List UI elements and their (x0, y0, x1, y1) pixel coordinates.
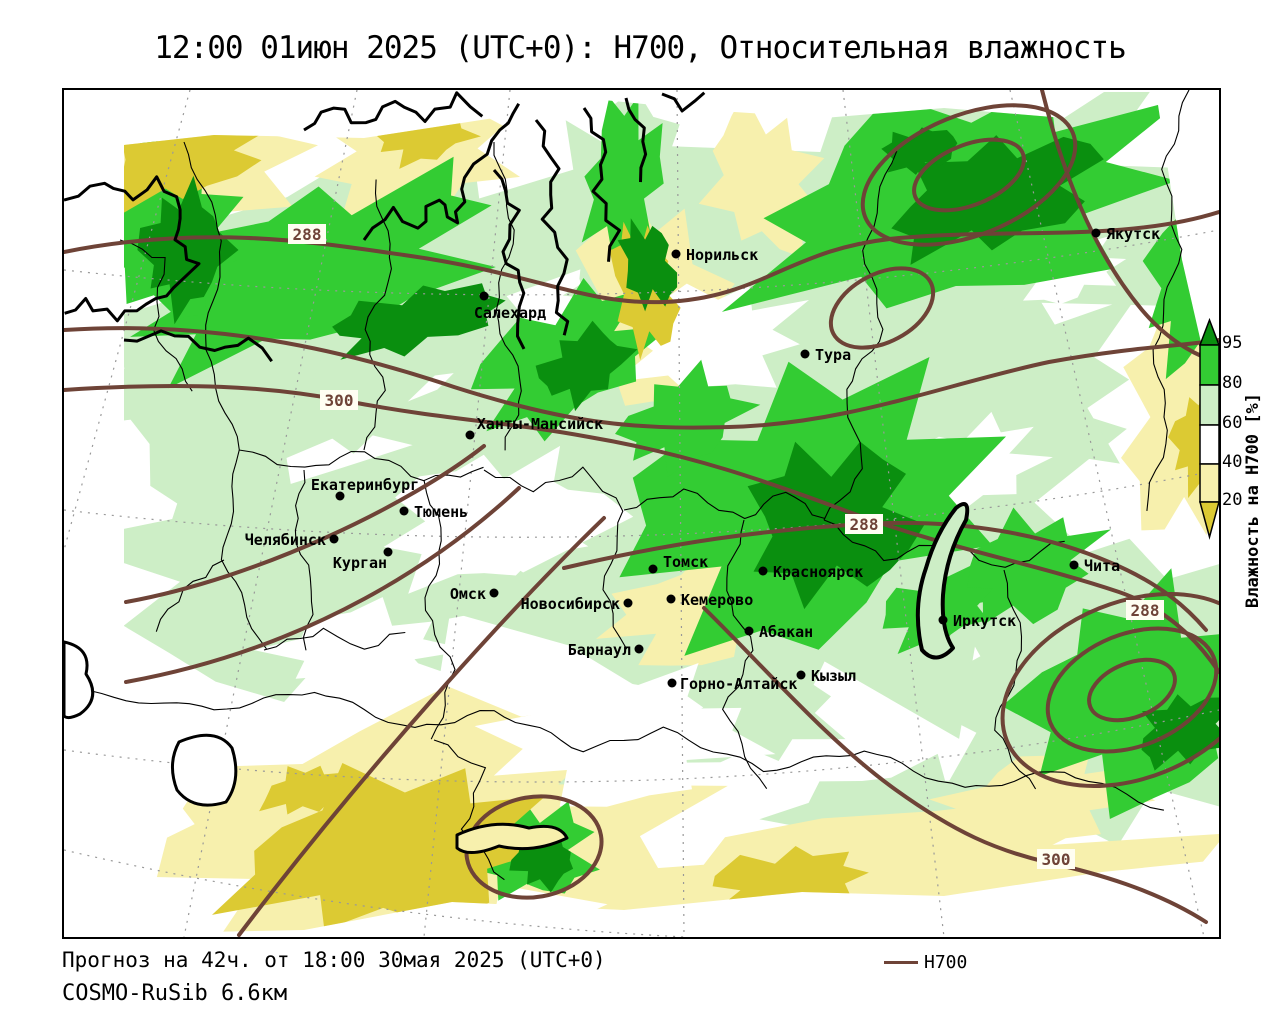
colorbar-tick: 80 (1222, 373, 1243, 393)
city-marker (758, 566, 768, 576)
city-marker (648, 564, 658, 574)
colorbar-title: Влажность на H700 [%] (1243, 393, 1263, 608)
colorbar-tick: 60 (1222, 413, 1243, 433)
city-marker (666, 594, 676, 604)
contour-label: 300 (1042, 850, 1071, 869)
city-label: Красноярск (773, 563, 863, 581)
city-marker (383, 547, 393, 557)
city-label: Абакан (759, 623, 813, 641)
city-label: Чита (1084, 557, 1120, 575)
city-marker (479, 291, 489, 301)
city-marker (489, 588, 499, 598)
model-caption: COSMO-RuSib 6.6км (62, 981, 288, 1006)
contour-label: 288 (850, 515, 879, 534)
city-marker (329, 534, 339, 544)
city-marker (1069, 560, 1079, 570)
city-label: Иркутск (953, 612, 1016, 630)
colorbar (1198, 317, 1219, 540)
contour-label: 288 (1131, 601, 1160, 620)
city-label: Екатеринбург (311, 476, 419, 494)
city-label: Омск (450, 585, 486, 603)
city-marker (399, 506, 409, 516)
city-label: Тюмень (414, 503, 468, 521)
city-marker (335, 491, 345, 501)
h700-legend-label: H700 (924, 952, 968, 973)
city-marker (634, 644, 644, 654)
forecast-map[interactable]: 288 300 288 288 300 Норильск Салехард Тура Якутс… (64, 90, 1219, 937)
city-label: Ханты-Мансийск (477, 415, 603, 433)
city-marker (623, 598, 633, 608)
city-marker (1091, 228, 1101, 238)
contour-legend: H700 (884, 952, 967, 973)
coastline (64, 91, 970, 854)
contour-label: 288 (293, 225, 322, 244)
h700-contours (64, 90, 1219, 937)
city-label: Якутск (1106, 225, 1160, 243)
forecast-caption: Прогноз на 42ч. от 18:00 30мая 2025 (UTC… (62, 948, 606, 972)
humidity-shading (124, 92, 1219, 935)
city-label: Челябинск (245, 531, 326, 549)
city-label: Кемерово (681, 591, 753, 609)
city-label: Салехард (474, 304, 546, 322)
city-marker (796, 670, 806, 680)
city-marker (744, 626, 754, 636)
map-canvas[interactable]: 288 300 288 288 300 Норильск Салехард Тура Якутс… (62, 88, 1221, 939)
h700-line-sample (884, 961, 918, 964)
page-title: 12:00 01июн 2025 (UTC+0): H700, Относите… (154, 30, 1127, 66)
city-marker (671, 249, 681, 259)
contour-labels: 288 300 288 288 300 (288, 224, 1164, 869)
city-label: Кызыл (811, 667, 856, 685)
city-label: Горно-Алтайск (680, 675, 797, 693)
city-marker (465, 430, 475, 440)
city-marker (800, 349, 810, 359)
cities: Норильск Салехард Тура Якутск Ханты-Мансийск… (245, 225, 1160, 693)
colorbar-tick: 20 (1222, 490, 1243, 510)
city-label: Норильск (686, 246, 758, 264)
city-marker (667, 678, 677, 688)
city-label: Курган (333, 554, 387, 572)
contour-label: 300 (325, 391, 354, 410)
colorbar-tick: 95 (1222, 333, 1243, 353)
city-label: Барнаул (568, 641, 631, 659)
city-label: Тура (815, 346, 851, 364)
city-marker (938, 615, 948, 625)
city-label: Новосибирск (521, 595, 620, 613)
colorbar-tick: 40 (1222, 452, 1243, 472)
city-label: Томск (663, 553, 708, 571)
